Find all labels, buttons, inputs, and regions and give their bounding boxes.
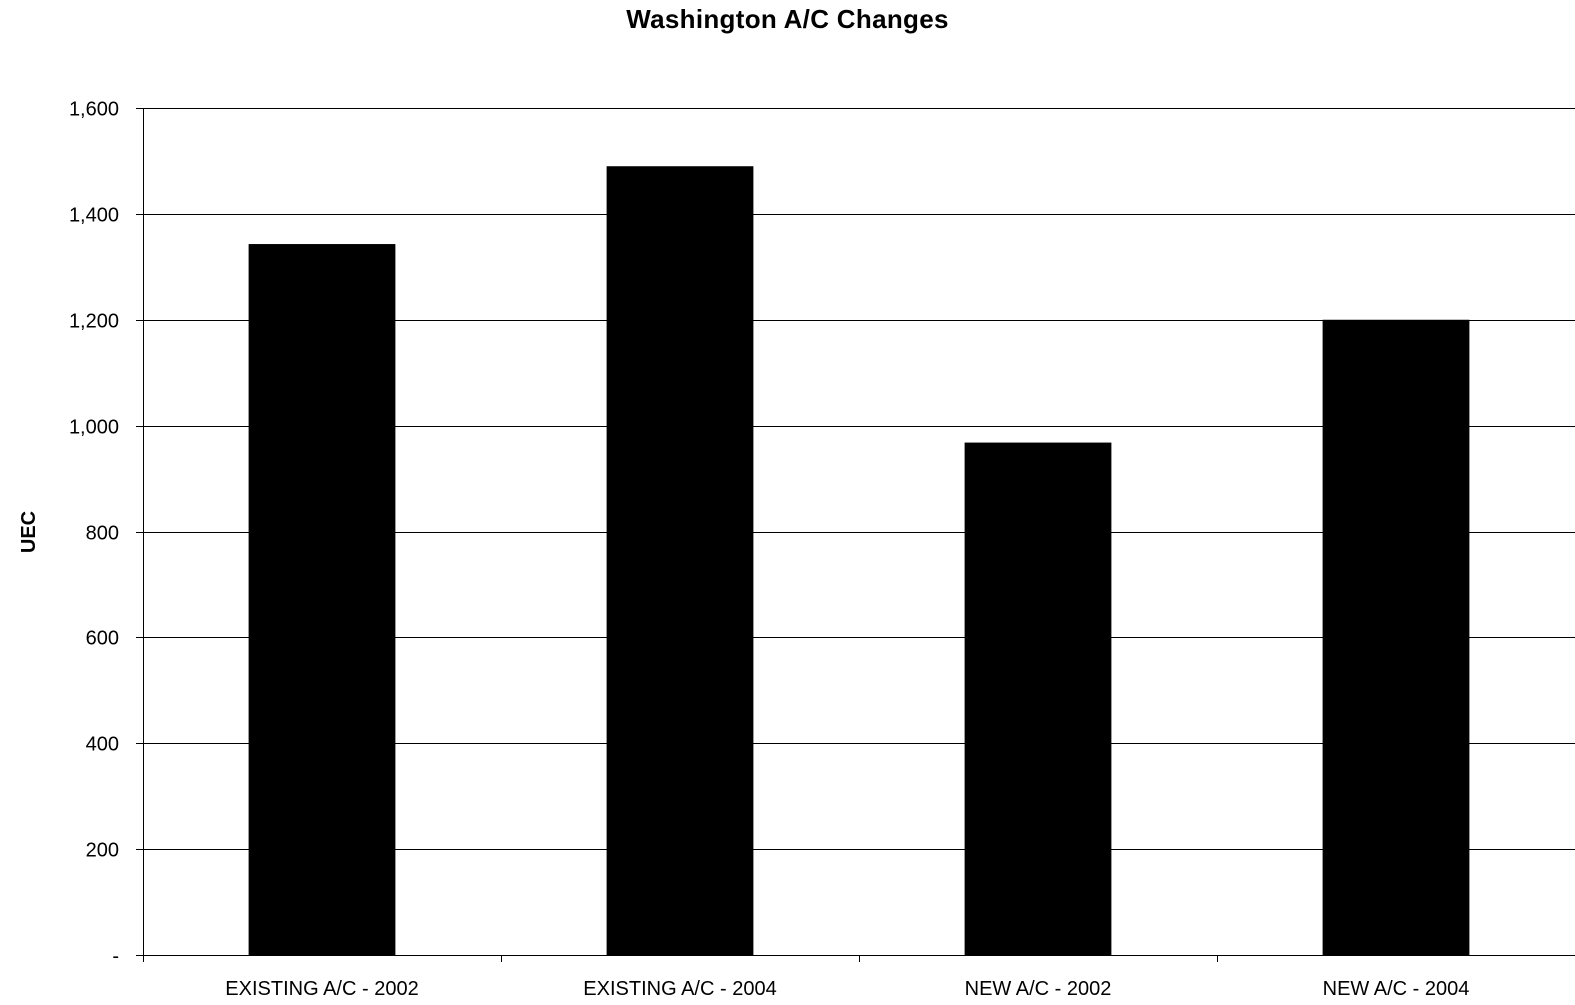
bars	[248, 166, 1470, 955]
y-axis-label: UEC	[18, 511, 40, 553]
x-tick-label: EXISTING A/C - 2004	[583, 978, 776, 1000]
y-tick-label: -	[112, 946, 119, 968]
x-tick-label: EXISTING A/C - 2002	[225, 978, 418, 1000]
y-tick-label: 400	[86, 734, 119, 756]
y-tick-labels: - 200 400 600 800 1,000 1,200 1,400 1,600	[69, 99, 119, 968]
y-tick-label: 600	[86, 628, 119, 650]
y-tick-label: 200	[86, 840, 119, 862]
y-tick-label: 1,600	[69, 99, 119, 121]
y-tick-label: 800	[86, 523, 119, 545]
chart-title: Washington A/C Changes	[626, 4, 949, 34]
y-tick-label: 1,000	[69, 417, 119, 439]
y-tick-label: 1,200	[69, 311, 119, 333]
y-tick-label: 1,400	[69, 205, 119, 227]
bar	[606, 166, 754, 955]
axes	[136, 108, 1575, 962]
x-tick-labels: EXISTING A/C - 2002 EXISTING A/C - 2004 NE…	[225, 978, 1469, 1000]
bar	[248, 244, 396, 955]
bar	[964, 442, 1112, 955]
bar	[1322, 319, 1470, 955]
x-tick-label: NEW A/C - 2002	[965, 978, 1112, 1000]
x-tick-label: NEW A/C - 2004	[1323, 978, 1470, 1000]
